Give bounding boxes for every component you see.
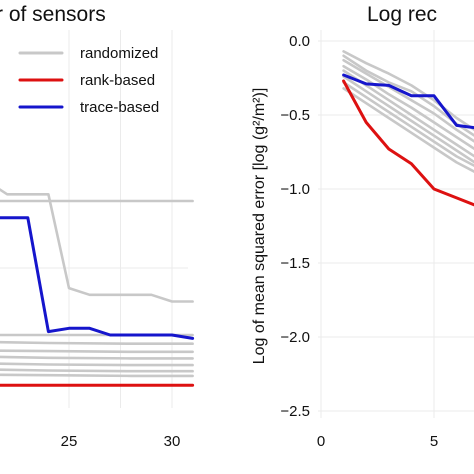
right-series-randomized-line <box>342 54 474 137</box>
left-chart-panel: 25 30 r of sensors randomized rank-based tr… <box>0 3 195 450</box>
right-series-trace-based-line <box>342 73 474 130</box>
right-series-randomized-line <box>342 50 474 131</box>
right-series-lines <box>342 50 474 207</box>
left-x-tick-label: 25 <box>61 433 78 450</box>
legend: randomized rank-based trace-based <box>18 45 159 116</box>
right-x-tick-label: 0 <box>317 433 325 450</box>
right-chart-panel: 0 5 0.0 −0.5 −1.0 −1.5 −2.0 −2.5 Log rec Log of… <box>251 3 474 450</box>
left-chart-title: r of sensors <box>0 3 106 26</box>
legend-label-trace-based: trace-based <box>80 99 159 116</box>
left-series-randomized-line <box>0 188 194 303</box>
right-tick-labels: 0 5 0.0 −0.5 −1.0 −1.5 −2.0 −2.5 <box>280 33 438 450</box>
left-series-randomized-line <box>0 362 194 367</box>
left-series-lines <box>0 188 195 387</box>
left-x-tick-label: 30 <box>164 433 181 450</box>
right-series-randomized-line <box>342 81 474 168</box>
left-series-randomized-line <box>0 368 194 373</box>
right-y-axis-label: Log of mean squared error [log (g²/m²)] <box>251 88 268 365</box>
right-y-tick-label: −2.0 <box>280 329 310 346</box>
right-series-randomized-line <box>342 69 474 158</box>
left-series-randomized-line <box>0 340 194 346</box>
right-chart-title: Log rec <box>367 3 437 26</box>
left-series-randomized-line <box>0 373 194 378</box>
right-x-tick-label: 5 <box>430 433 438 450</box>
left-series-randomized-line <box>0 349 194 354</box>
right-y-tick-label: −0.5 <box>280 107 310 124</box>
right-series-rank-based-line <box>342 79 474 207</box>
left-tick-labels: 25 30 <box>61 433 181 450</box>
legend-label-randomized: randomized <box>80 45 158 62</box>
right-y-tick-label: 0.0 <box>289 33 310 50</box>
right-series-randomized-line <box>342 64 474 151</box>
legend-label-rank-based: rank-based <box>80 72 155 89</box>
right-y-tick-label: −1.0 <box>280 181 310 198</box>
left-series-randomized-line <box>0 199 194 203</box>
right-series-randomized-line <box>342 58 474 143</box>
right-y-tick-label: −2.5 <box>280 403 310 420</box>
left-series-randomized-line <box>0 355 194 360</box>
right-series-randomized-line <box>342 87 474 173</box>
right-y-tick-label: −1.5 <box>280 255 310 272</box>
right-series-randomized-line <box>342 75 474 164</box>
left-series-trace-based-line <box>0 216 195 340</box>
